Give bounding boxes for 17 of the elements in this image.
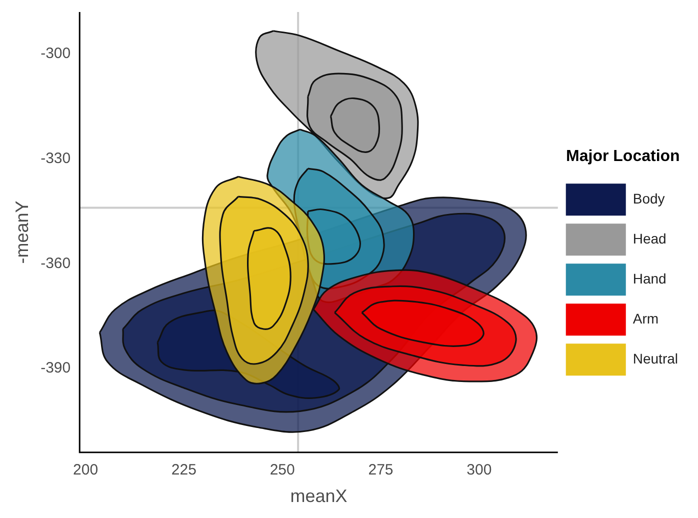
y-tick-label: -360	[40, 254, 71, 272]
y-axis-title: -meanY	[12, 200, 32, 264]
legend-label: Neutral	[632, 350, 678, 366]
legend-title: Major Location	[566, 148, 680, 165]
y-tick-label: -390	[40, 360, 71, 377]
x-tick-label: 275	[368, 462, 394, 479]
legend-label: Head	[632, 230, 666, 246]
y-tick-label: -300	[40, 45, 71, 62]
x-tick-label: 250	[270, 462, 295, 479]
legend-label: Arm	[632, 310, 659, 326]
y-tick-label: -330	[40, 150, 71, 167]
legend-label: Hand	[632, 270, 666, 286]
x-axis-title: meanX	[290, 486, 348, 506]
x-tick-label: 200	[73, 462, 98, 479]
x-tick-label: 300	[466, 462, 492, 479]
legend-label: Body	[632, 190, 665, 206]
x-tick-label: 225	[171, 462, 196, 479]
